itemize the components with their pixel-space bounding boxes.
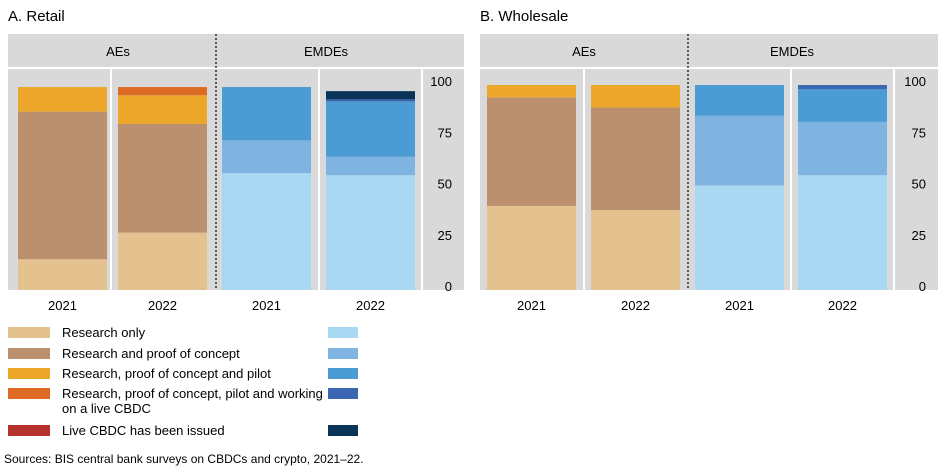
legend-item: Research, proof of concept, pilot and wo… <box>8 386 332 416</box>
legend-swatch-ae <box>8 425 50 436</box>
legend-swatch-emde <box>328 348 358 359</box>
bar-segment <box>798 175 887 290</box>
panel-wholesale: AEs EMDEs 2021 2022 2021 2022 0 25 50 75 100 <box>480 34 938 313</box>
x-tick-label: 2022 <box>148 298 177 313</box>
panel-b-letter: B. <box>480 8 495 25</box>
x-tick-label: 2022 <box>621 298 650 313</box>
legend-label: Research, proof of concept, pilot and wo… <box>62 386 323 416</box>
panel-a-name: Retail <box>26 8 65 25</box>
legend-swatch-emde <box>328 388 358 399</box>
bar-segment <box>798 85 887 90</box>
bar-segment <box>222 87 311 141</box>
group-label-emdes: EMDEs <box>770 44 815 59</box>
bar-segment <box>222 140 311 174</box>
bar-segment <box>591 210 680 290</box>
legend-swatch-emde <box>328 425 358 436</box>
group-label-aes: AEs <box>572 44 596 59</box>
bar-segment <box>591 107 680 211</box>
x-tick-label: 2022 <box>828 298 857 313</box>
bar-segment <box>591 85 680 108</box>
bar-segment <box>798 121 887 176</box>
x-tick-label: 2021 <box>48 298 77 313</box>
y-tick-label: 25 <box>438 228 452 243</box>
legend-swatch-emde <box>328 368 358 379</box>
x-tick-label: 2021 <box>252 298 281 313</box>
bar-segment <box>18 87 107 112</box>
y-tick-label: 0 <box>445 279 452 294</box>
legend-label: Research only <box>62 325 146 340</box>
legend-swatch-ae <box>8 327 50 338</box>
legend-item: Research and proof of concept <box>8 346 332 361</box>
bar-segment <box>118 123 207 233</box>
x-tick-label: 2022 <box>356 298 385 313</box>
bar-segment <box>18 111 107 260</box>
legend-item: Research, proof of concept and pilot <box>8 366 332 381</box>
y-tick-label: 50 <box>438 177 452 192</box>
group-label-emdes: EMDEs <box>304 44 349 59</box>
y-tick-label: 75 <box>912 125 926 140</box>
y-tick-label: 100 <box>430 74 452 89</box>
bar-segment <box>18 259 107 290</box>
legend-item: Research only <box>8 325 332 340</box>
legend-swatch-ae <box>8 348 50 359</box>
y-tick-label: 0 <box>919 279 926 294</box>
y-tick-label: 25 <box>912 228 926 243</box>
y-tick-label: 100 <box>904 74 926 89</box>
panel-a-letter: A. <box>8 8 23 25</box>
bar-segment <box>222 173 311 290</box>
panel-b-title: B. Wholesale <box>480 8 568 25</box>
bar-segment <box>118 95 207 124</box>
bar-segment <box>487 97 576 206</box>
bar-segment <box>798 89 887 122</box>
x-tick-label: 2021 <box>725 298 754 313</box>
bar-segment <box>487 205 576 290</box>
bar-segment <box>487 85 576 98</box>
y-tick-label: 75 <box>438 125 452 140</box>
bar-segment <box>695 85 784 116</box>
bar-segment <box>118 232 207 290</box>
bar-segment <box>695 115 784 186</box>
legend-swatch-emde <box>328 327 358 338</box>
group-label-aes: AEs <box>106 44 130 59</box>
bar-segment <box>695 185 784 290</box>
panel-a-title: A. Retail <box>8 8 65 25</box>
x-tick-label: 2021 <box>517 298 546 313</box>
legend-item: Live CBDC has been issued <box>8 423 332 438</box>
legend-label: Research, proof of concept and pilot <box>62 366 271 381</box>
bar-segment <box>326 101 415 157</box>
panel-b-name: Wholesale <box>498 8 569 25</box>
legend-swatch-ae <box>8 388 50 399</box>
y-tick-label: 50 <box>912 177 926 192</box>
legend-label: Live CBDC has been issued <box>62 423 225 438</box>
legend-swatch-ae <box>8 368 50 379</box>
legend-label: Research and proof of concept <box>62 346 240 361</box>
bar-segment <box>326 99 415 102</box>
bar-segment <box>326 91 415 100</box>
panel-retail: AEs EMDEs 2021 2022 2021 2022 0 25 50 75 100 <box>8 34 464 313</box>
source-note: Sources: BIS central bank surveys on CBD… <box>4 452 364 466</box>
bar-segment <box>326 175 415 290</box>
bar-segment <box>326 156 415 176</box>
bar-segment <box>118 87 207 96</box>
